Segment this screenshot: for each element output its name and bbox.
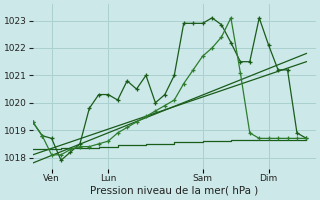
- X-axis label: Pression niveau de la mer( hPa ): Pression niveau de la mer( hPa ): [90, 186, 259, 196]
